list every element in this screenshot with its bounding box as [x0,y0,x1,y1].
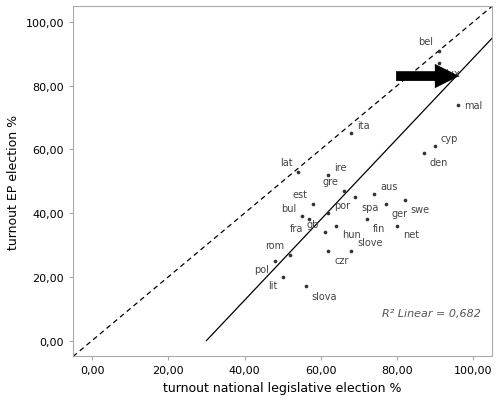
Point [401,198,409,204]
Text: slova: slova [311,292,337,302]
Point [454,102,462,109]
Point [435,48,443,55]
Point [294,169,302,175]
Text: ita: ita [357,121,370,131]
Point [309,201,317,207]
Text: lat: lat [280,158,292,168]
Text: fin: fin [372,223,385,233]
Point [393,223,401,229]
Text: gre: gre [322,176,338,186]
Point [382,201,390,207]
Point [271,258,279,264]
Y-axis label: turnout EP election %: turnout EP election % [7,114,20,249]
Text: lux: lux [445,69,459,79]
Point [347,249,355,255]
Text: den: den [429,158,448,168]
Text: hun: hun [342,229,361,239]
Point [325,172,333,178]
Point [431,144,439,150]
Point [306,217,314,223]
Text: est: est [293,189,308,199]
Text: por: por [334,200,350,211]
Text: swe: swe [410,204,429,214]
Text: ger: ger [391,209,407,219]
Point [332,223,340,229]
Text: bel: bel [418,36,433,47]
Text: mal: mal [464,101,482,110]
Text: ire: ire [334,162,347,172]
Text: lit: lit [268,280,277,290]
Text: bul: bul [281,204,296,214]
Text: czr: czr [334,255,349,265]
Point [340,188,348,194]
Point [351,194,359,201]
Point [287,252,295,258]
X-axis label: turnout national legislative election %: turnout national legislative election % [163,381,402,394]
Point [302,284,310,290]
Point [420,150,428,156]
Point [325,249,333,255]
Point [363,217,371,223]
Text: fra: fra [291,223,304,233]
Text: gb: gb [307,219,319,229]
Text: aus: aus [380,181,397,191]
Point [321,229,329,236]
Text: rom: rom [266,240,285,250]
Point [279,274,287,280]
Point [347,131,355,137]
Text: net: net [403,229,419,239]
Point [298,213,306,220]
Point [370,191,378,198]
Point [435,61,443,67]
Text: slove: slove [357,237,383,247]
Text: R² Linear = 0,682: R² Linear = 0,682 [382,308,481,318]
Point [325,211,333,217]
Text: cyp: cyp [441,134,458,144]
Text: pol: pol [255,264,270,274]
Text: spa: spa [361,203,378,213]
